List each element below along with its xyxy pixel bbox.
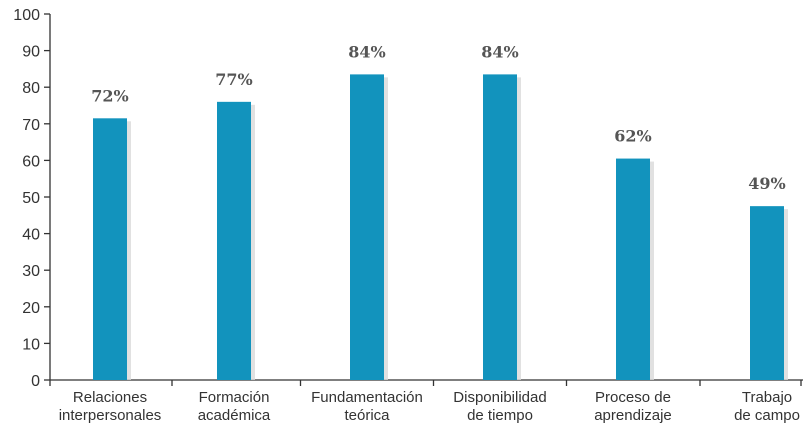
bar-value-label: 49% xyxy=(748,174,785,193)
x-category-label-line: Proceso de xyxy=(595,389,671,406)
x-category-label-line: aprendizaje xyxy=(594,407,672,424)
x-category-label-line: académica xyxy=(198,407,271,424)
bar xyxy=(217,101,251,380)
x-category-label-line: Fundamentación xyxy=(311,389,423,406)
y-tick-label: 70 xyxy=(22,117,40,134)
bar-value-label: 72% xyxy=(91,86,128,105)
y-tick-label: 90 xyxy=(22,44,40,61)
bar xyxy=(483,74,517,380)
bar-value-label: 77% xyxy=(215,70,252,89)
bar-value-label: 84% xyxy=(348,42,385,61)
x-category-label-line: Disponibilidad xyxy=(453,389,546,406)
y-axis: 0 10 20 30 40 50 60 70 80 90 100 xyxy=(13,7,51,390)
x-category-label-line: Relaciones xyxy=(73,389,147,406)
y-tick-label: 30 xyxy=(22,263,40,280)
y-tick-label: 10 xyxy=(22,336,40,353)
x-category-label: Formación académica xyxy=(198,389,271,424)
x-category-label: Fundamentación teórica xyxy=(311,389,423,424)
bars xyxy=(93,74,788,380)
y-tick-label: 20 xyxy=(22,300,40,317)
bar xyxy=(616,158,650,380)
x-category-label: Disponibilidad de tiempo xyxy=(453,389,546,424)
x-category-label: Trabajo de campo xyxy=(734,389,800,424)
x-category-label-line: de tiempo xyxy=(467,407,533,424)
x-category-label-line: de campo xyxy=(734,407,800,424)
bar xyxy=(350,74,384,380)
x-category-label-line: Formación xyxy=(199,389,270,406)
bar xyxy=(750,206,784,380)
bar xyxy=(93,118,127,380)
y-tick-label: 40 xyxy=(22,227,40,244)
data-labels: 72% 77% 84% 84% 62% 49% xyxy=(91,42,785,193)
y-tick-label: 50 xyxy=(22,190,40,207)
x-category-label-line: teórica xyxy=(344,407,390,424)
y-tick-label: 0 xyxy=(31,373,40,390)
x-category-label: Proceso de aprendizaje xyxy=(594,389,672,424)
x-category-label-line: interpersonales xyxy=(59,407,162,424)
y-tick-label: 80 xyxy=(22,80,40,97)
bar-value-label: 84% xyxy=(481,42,518,61)
bar-value-label: 62% xyxy=(614,127,651,146)
x-category-label: Relaciones interpersonales xyxy=(59,389,162,424)
x-axis: Relaciones interpersonales Formación académ… xyxy=(49,379,803,424)
x-category-label-line: Trabajo xyxy=(742,389,792,406)
y-tick-label: 100 xyxy=(13,7,40,24)
y-tick-label: 60 xyxy=(22,153,40,170)
